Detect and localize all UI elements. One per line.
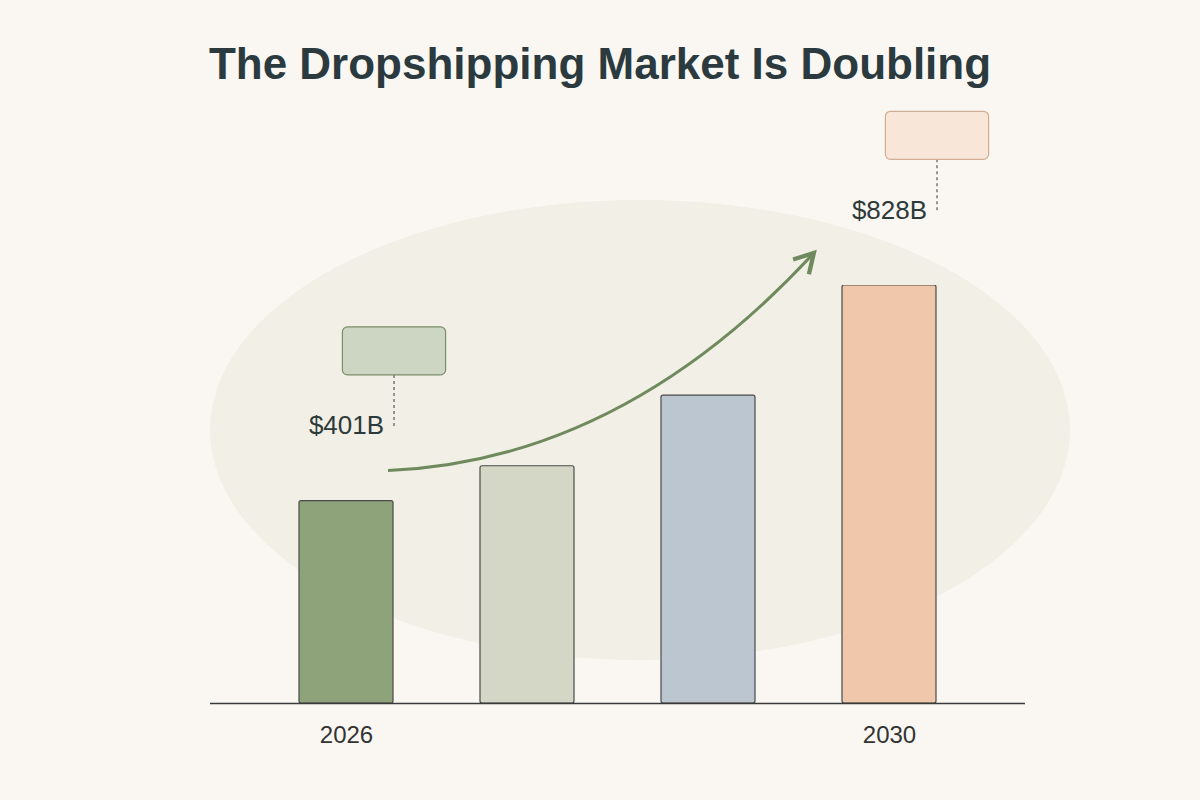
svg-text:2030: 2030 — [863, 721, 916, 748]
svg-text:$828B: $828B — [852, 195, 927, 225]
svg-text:2026: 2026 — [320, 721, 373, 748]
html-text:The Dropshipping Market Is Dou: The Dropshipping Market Is Doubling — [208, 39, 992, 88]
svg-text:$401B: $401B — [309, 410, 384, 440]
